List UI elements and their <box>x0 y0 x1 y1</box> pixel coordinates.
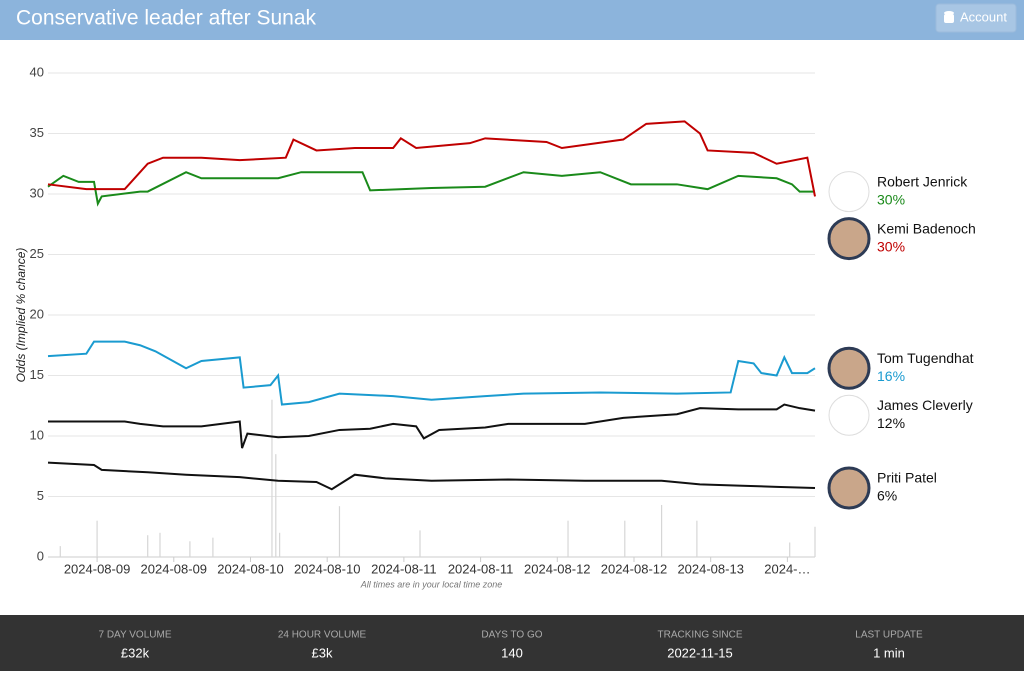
y-tick-label: 0 <box>37 548 44 563</box>
x-tick-label: 2024-08-11 <box>448 561 514 576</box>
x-tick-label: 2024-08-10 <box>294 561 361 576</box>
stat-value: 2022-11-15 <box>667 645 733 660</box>
x-tick-label: 2024-08-09 <box>64 561 131 576</box>
volume-bar <box>696 520 698 557</box>
y-tick-label: 5 <box>37 488 44 503</box>
avatar <box>827 217 871 261</box>
series-line <box>47 171 815 207</box>
volume-bar <box>96 520 98 557</box>
chart-area <box>0 40 1024 615</box>
legend-value: 16% <box>877 368 905 384</box>
y-axis-label: Odds (Implied % chance) <box>14 248 28 383</box>
legend-name: Robert Jenrick <box>877 173 968 189</box>
time-note: All times are in your local time zone <box>360 579 503 589</box>
stat-label: TRACKING SINCE <box>657 630 742 641</box>
y-tick-label: 10 <box>30 427 44 442</box>
stat-label: LAST UPDATE <box>855 630 923 641</box>
y-tick-label: 35 <box>30 125 44 140</box>
x-tick-label: 2024-… <box>764 561 810 576</box>
volume-bar <box>59 546 61 557</box>
legend-name: James Cleverly <box>877 397 973 413</box>
legend-value: 6% <box>877 488 897 504</box>
avatar <box>828 394 870 436</box>
series-line <box>47 340 816 406</box>
stat-label: 24 HOUR VOLUME <box>278 630 367 641</box>
stat-value: 140 <box>501 645 523 660</box>
volume-bar <box>624 520 626 557</box>
volume-bar <box>419 530 421 557</box>
y-tick-label: 20 <box>30 306 44 321</box>
x-tick-label: 2024-08-09 <box>141 561 208 576</box>
x-tick-label: 2024-08-12 <box>601 561 668 576</box>
header-bar <box>0 0 1024 40</box>
series-line <box>48 403 816 449</box>
legend-value: 30% <box>877 191 905 207</box>
page-title: Conservative leader after Sunak <box>16 7 316 30</box>
y-tick-label: 30 <box>30 185 44 200</box>
stat-label: DAYS TO GO <box>481 630 542 641</box>
legend-name: Priti Patel <box>877 470 937 486</box>
volume-bar <box>147 535 149 557</box>
stat-label: 7 DAY VOLUME <box>99 630 172 641</box>
legend-name: Tom Tugendhat <box>877 350 974 366</box>
legend-name: Kemi Badenoch <box>877 220 976 236</box>
avatar <box>828 171 870 213</box>
volume-bar <box>661 504 663 557</box>
legend-value: 30% <box>877 238 905 254</box>
volume-bar <box>789 542 791 557</box>
stat-value: £32k <box>121 645 150 660</box>
volume-bar <box>275 454 277 557</box>
avatar <box>827 346 871 390</box>
volume-bar <box>212 537 214 557</box>
volume-bar <box>279 532 281 557</box>
volume-bar <box>567 520 569 557</box>
footer-bar <box>0 615 1024 671</box>
volume-bar <box>814 526 816 557</box>
y-tick-label: 40 <box>30 64 44 79</box>
series-line <box>47 461 816 491</box>
stat-value: £3k <box>312 645 333 660</box>
y-tick-label: 15 <box>30 367 44 382</box>
series-line <box>47 120 816 197</box>
volume-bar <box>189 541 191 557</box>
account-button[interactable] <box>935 3 1017 33</box>
x-tick-label: 2024-08-10 <box>217 561 284 576</box>
account-label[interactable]: Account <box>960 9 1007 24</box>
volume-bar <box>159 532 161 557</box>
stat-value: 1 min <box>873 645 905 660</box>
volume-bar <box>271 399 273 557</box>
account-icon <box>944 11 954 23</box>
y-tick-label: 25 <box>30 246 44 261</box>
x-tick-label: 2024-08-11 <box>371 561 437 576</box>
volume-bar <box>338 506 341 557</box>
avatar <box>827 466 871 510</box>
x-tick-label: 2024-08-12 <box>524 561 591 576</box>
x-tick-label: 2024-08-13 <box>677 561 744 576</box>
legend-value: 12% <box>877 415 905 431</box>
